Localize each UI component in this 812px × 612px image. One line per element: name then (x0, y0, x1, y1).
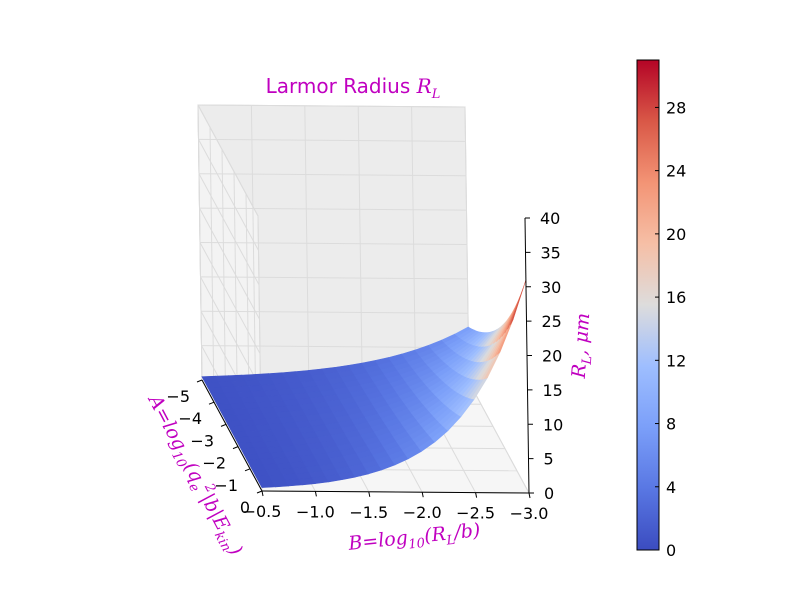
grid-line-x-floor (468, 381, 530, 494)
grid-line-z-back (200, 310, 469, 314)
grid-line-z-back (197, 104, 466, 108)
colorbar-tick-label: 0 (666, 541, 676, 560)
x-tick-mark (368, 491, 371, 497)
y-tick-label: −5 (166, 387, 190, 406)
z-tick-label: 20 (542, 347, 562, 366)
colorbar: 0 4 8 12 16 20 24 28 (636, 59, 686, 560)
colorbar-tick-label: 4 (666, 478, 676, 497)
x-tick-label: −2.0 (403, 503, 442, 522)
x-tick-mark (475, 492, 478, 498)
z-tick-label: 15 (543, 381, 563, 400)
grid-line-z-back (198, 173, 467, 177)
colorbar-gradient (636, 59, 660, 551)
x-axis-line (261, 490, 530, 494)
surface-plot (201, 279, 527, 488)
y-tick-label: −4 (178, 409, 202, 428)
x-tick-mark (421, 492, 424, 498)
z-tick-label: 10 (543, 415, 563, 434)
grid-line-z (199, 242, 261, 354)
y-tick-mark (232, 446, 239, 450)
y-tick-label: −2 (202, 454, 226, 473)
surface-patch (510, 279, 527, 325)
grid-line-z (199, 207, 260, 320)
colorbar-tick-label: 20 (666, 225, 686, 244)
y-tick-mark (220, 423, 227, 427)
x-tick-mark (528, 492, 531, 499)
y-tick-mark (196, 379, 203, 383)
y-tick-label: −1 (214, 476, 238, 495)
z-tick-label: 0 (544, 484, 554, 503)
y-tick-label: −3 (190, 431, 214, 450)
x-tick-label: −1.5 (349, 503, 388, 522)
z-tick-label: 30 (541, 278, 561, 297)
z-tick-label: 5 (544, 450, 554, 469)
colorbar-tick-label: 8 (666, 415, 676, 434)
x-tick-label: −0.5 (243, 502, 282, 521)
colorbar-tick-label: 12 (666, 351, 686, 370)
grid-line-z-back (198, 138, 466, 142)
z-tick-label: 25 (542, 312, 562, 331)
z-tick-label: 40 (540, 209, 560, 228)
colorbar-tick-label: 28 (666, 98, 686, 117)
x-tick-label: −3.0 (510, 504, 549, 523)
grid-line-z-back (199, 207, 467, 211)
z-axis-label: RL, μm (568, 312, 599, 380)
grid-line-z-back (199, 242, 468, 245)
tick-labels: −0.5 −1.0 −1.5 −2.0 −2.5 −3.00−1−2−3−4−505101… (166, 209, 563, 523)
x-tick-label: −1.0 (296, 502, 335, 521)
colorbar-tick-label: 24 (666, 162, 686, 181)
y-tick-label: 0 (240, 498, 250, 517)
grid-line-z (200, 276, 261, 389)
y-tick-mark (208, 401, 215, 405)
grid-line-z (198, 139, 259, 251)
grid-line-z (197, 104, 259, 217)
grid-line-z (198, 173, 260, 285)
y-tick-mark (256, 490, 263, 494)
x-tick-label: −2.5 (456, 504, 495, 523)
x-axis-label: B=log10(RL/b) (346, 519, 481, 559)
x-tick-mark (261, 490, 264, 497)
grid-line-z-back (200, 276, 468, 280)
chart-title: Larmor Radius RL (266, 74, 441, 102)
y-tick-mark (244, 468, 251, 472)
y-axis-line (201, 379, 263, 492)
z-tick-label: 35 (541, 243, 561, 262)
x-tick-mark (314, 491, 317, 497)
colorbar-tick-label: 16 (666, 288, 686, 307)
colorbar-ticks: 0 4 8 12 16 20 24 28 (655, 98, 686, 560)
